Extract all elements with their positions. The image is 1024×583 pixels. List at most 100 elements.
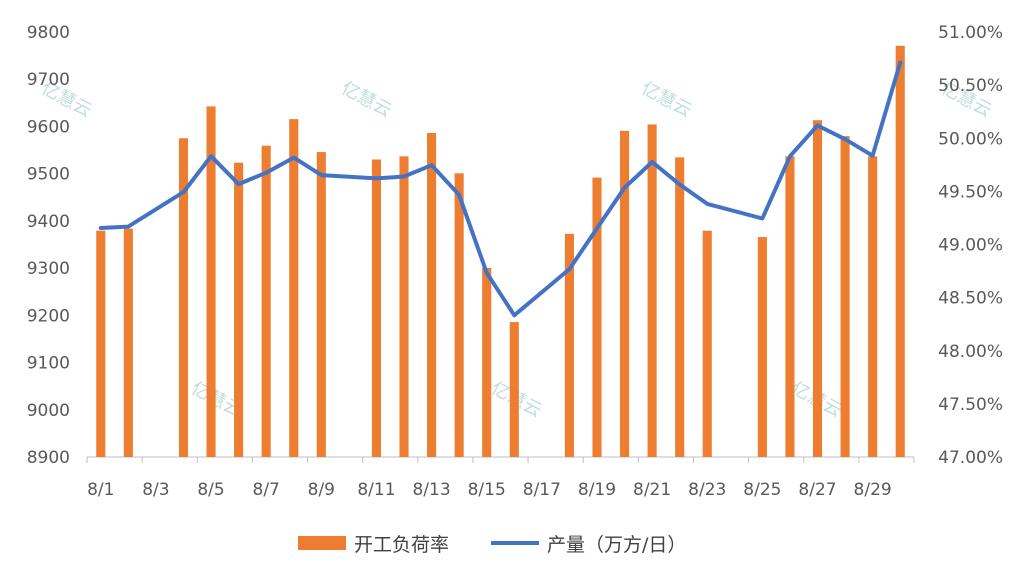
x-tick-label: 8/7 — [253, 480, 280, 500]
x-tick-label: 8/19 — [578, 480, 616, 500]
bar — [840, 136, 850, 457]
line-point — [871, 154, 875, 158]
right-tick-label: 49.00% — [938, 236, 1003, 256]
line-path — [98, 60, 903, 318]
bar — [592, 177, 602, 457]
line-point — [567, 267, 571, 271]
bar — [123, 228, 133, 457]
right-tick-label: 48.50% — [938, 289, 1003, 309]
line-point — [126, 225, 130, 229]
line-point — [898, 61, 902, 65]
bar — [371, 159, 381, 457]
bar — [261, 145, 271, 457]
bar — [647, 124, 657, 457]
right-tick-label: 47.00% — [938, 448, 1003, 468]
bar — [482, 267, 492, 457]
left-tick-label: 9200 — [27, 306, 70, 326]
bar — [289, 119, 299, 457]
line-series — [98, 60, 903, 318]
line-point — [99, 226, 103, 230]
watermark-2: 亿慧云 — [638, 78, 696, 122]
right-tick-label: 48.00% — [938, 342, 1003, 362]
x-tick-label: 8/29 — [854, 480, 892, 500]
x-tick-label: 8/11 — [357, 480, 395, 500]
legend-swatch-bar — [298, 536, 346, 550]
legend: 开工负荷率 产量（万方/日） — [298, 534, 686, 556]
line-point — [485, 271, 489, 275]
line-point — [760, 217, 764, 221]
legend-label-line: 产量（万方/日） — [547, 534, 686, 556]
line-point — [650, 160, 654, 164]
line-point — [319, 173, 323, 177]
x-tick-label: 8/17 — [523, 480, 561, 500]
line-point — [512, 313, 516, 317]
right-tick-label: 50.50% — [938, 76, 1003, 96]
bar-series — [96, 45, 905, 457]
left-tick-label: 9700 — [27, 70, 70, 90]
x-tick-label: 8/1 — [87, 480, 114, 500]
x-tick-label: 8/27 — [798, 480, 836, 500]
line-point — [292, 156, 296, 160]
line-point — [209, 154, 213, 158]
bar — [427, 132, 437, 457]
left-tick-label: 9400 — [27, 212, 70, 232]
line-point — [457, 193, 461, 197]
right-tick-label: 49.50% — [938, 182, 1003, 202]
x-tick-label: 8/25 — [743, 480, 781, 500]
bar — [675, 157, 685, 457]
x-axis: 8/1 8/3 8/5 8/7 8/9 8/11 8/13 8/15 8/17 8/19 8/21 8… — [86, 456, 915, 500]
line-point — [430, 163, 434, 167]
x-tick-label: 8/13 — [412, 480, 450, 500]
left-tick-label: 9800 — [27, 23, 70, 43]
watermark-1: 亿慧云 — [338, 78, 396, 122]
x-tick-label: 8/5 — [197, 480, 224, 500]
line-point — [402, 175, 406, 178]
bar — [757, 237, 767, 457]
x-tick-label: 8/15 — [468, 480, 506, 500]
bar — [620, 130, 630, 457]
line-point — [816, 124, 820, 127]
bar — [454, 173, 464, 457]
right-tick-label: 50.00% — [938, 129, 1003, 149]
left-tick-label: 8900 — [27, 448, 70, 468]
line-point — [788, 154, 792, 158]
line-point — [237, 182, 241, 186]
bar — [702, 230, 712, 457]
bar — [812, 120, 823, 457]
bar — [509, 322, 519, 457]
x-tick-label: 8/3 — [142, 480, 169, 500]
bar — [96, 230, 106, 457]
left-tick-label: 9500 — [27, 165, 70, 185]
bar — [206, 106, 216, 457]
bar — [234, 162, 244, 457]
bar — [564, 233, 574, 457]
left-axis: 8900 9000 9100 9200 9300 9400 9500 9600 9700 9800 — [27, 23, 70, 468]
line-point — [705, 202, 709, 206]
legend-label-bar: 开工负荷率 — [354, 534, 449, 556]
bar — [178, 138, 189, 457]
bar — [399, 156, 409, 457]
right-tick-label: 47.50% — [938, 395, 1003, 415]
left-tick-label: 9000 — [27, 401, 70, 421]
right-tick-label: 51.00% — [938, 23, 1003, 43]
line-point — [181, 190, 185, 194]
left-tick-label: 9100 — [27, 354, 70, 374]
line-point — [264, 171, 268, 175]
bar — [895, 45, 905, 457]
line-point — [595, 226, 599, 230]
line-point — [374, 176, 378, 180]
x-tick-label: 8/9 — [308, 480, 335, 500]
bar — [868, 156, 878, 457]
x-tick-label: 8/21 — [633, 480, 671, 500]
right-axis: 47.00% 47.50% 48.00% 48.50% 49.00% 49.50% 50.0… — [938, 23, 1003, 468]
bar — [316, 152, 326, 457]
x-tick-label: 8/23 — [688, 480, 726, 500]
left-tick-label: 9300 — [27, 259, 70, 279]
left-tick-label: 9600 — [27, 117, 70, 137]
line-point — [623, 186, 627, 190]
bar — [785, 156, 795, 457]
line-point — [678, 183, 682, 187]
line-point — [843, 137, 847, 141]
